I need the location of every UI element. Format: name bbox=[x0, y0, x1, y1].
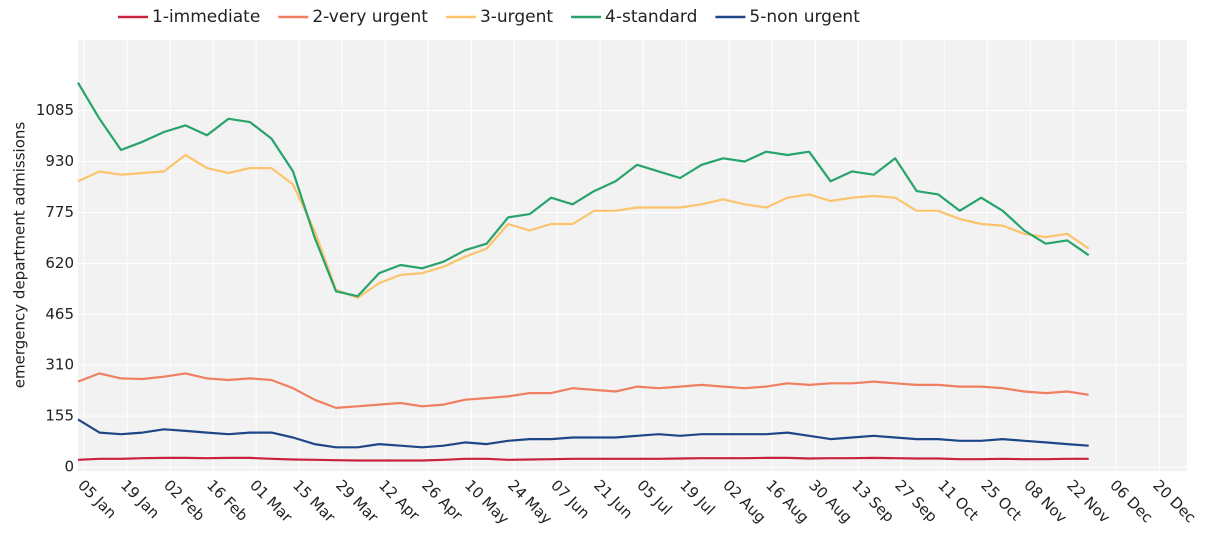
x-tick-label: 26 Apr bbox=[418, 476, 467, 525]
series-line bbox=[77, 456, 1089, 462]
legend-label: 3-urgent bbox=[480, 7, 553, 27]
x-tick-label: 02 Aug bbox=[719, 476, 769, 526]
y-tick-label: 620 bbox=[45, 254, 74, 272]
x-tick-label: 02 Feb bbox=[160, 476, 208, 524]
legend-label: 2-very urgent bbox=[312, 7, 428, 27]
x-tick-label: 30 Aug bbox=[805, 476, 855, 526]
x-tick-label: 20 Dec bbox=[1149, 476, 1199, 526]
x-tick-label: 29 Mar bbox=[332, 476, 382, 526]
y-tick-label: 155 bbox=[45, 407, 74, 425]
x-tick-label: 05 Jan bbox=[74, 476, 120, 522]
x-tick-label: 24 May bbox=[504, 476, 556, 528]
y-tick-label: 0 bbox=[64, 458, 74, 476]
x-tick-label: 15 Mar bbox=[289, 476, 339, 526]
x-tick-label: 19 Jan bbox=[117, 476, 163, 522]
y-tick-label: 310 bbox=[45, 356, 74, 374]
x-tick-label: 16 Aug bbox=[762, 476, 812, 526]
y-tick-label: 1085 bbox=[36, 101, 74, 119]
plot-area bbox=[78, 40, 1187, 471]
x-tick-label: 19 Jul bbox=[676, 476, 718, 518]
x-tick-label: 05 Jul bbox=[633, 476, 675, 518]
x-tick-label: 25 Oct bbox=[977, 476, 1025, 524]
series-line bbox=[77, 372, 1089, 409]
x-tick-label: 01 Mar bbox=[246, 476, 296, 526]
x-tick-label: 12 Apr bbox=[375, 476, 424, 525]
y-tick-label: 465 bbox=[45, 305, 74, 323]
legend: 1-immediate 2-very urgent 3-urgent 4-standa… bbox=[118, 7, 860, 27]
y-tick-label: 930 bbox=[45, 152, 74, 170]
x-tick-label: 08 Nov bbox=[1020, 476, 1070, 526]
x-tick-label: 27 Sep bbox=[891, 476, 941, 526]
series-line bbox=[77, 153, 1090, 299]
legend-label: 5-non urgent bbox=[749, 7, 860, 27]
legend-label: 1-immediate bbox=[152, 7, 260, 27]
x-tick-label: 06 Dec bbox=[1106, 476, 1156, 526]
y-axis-title: emergency department admissions bbox=[11, 122, 29, 389]
x-tick-label: 11 Oct bbox=[934, 476, 982, 524]
legend-label: 4-standard bbox=[605, 7, 697, 27]
x-tick-label: 10 May bbox=[461, 476, 513, 528]
x-tick-label: 22 Nov bbox=[1063, 476, 1113, 526]
x-tick-label: 16 Feb bbox=[203, 476, 251, 524]
lines bbox=[77, 82, 1090, 462]
x-tick-label: 21 Jun bbox=[590, 476, 636, 522]
y-tick-label: 775 bbox=[45, 203, 74, 221]
series-line bbox=[77, 418, 1089, 449]
x-tick-label: 13 Sep bbox=[848, 476, 898, 526]
series-line bbox=[77, 82, 1090, 298]
